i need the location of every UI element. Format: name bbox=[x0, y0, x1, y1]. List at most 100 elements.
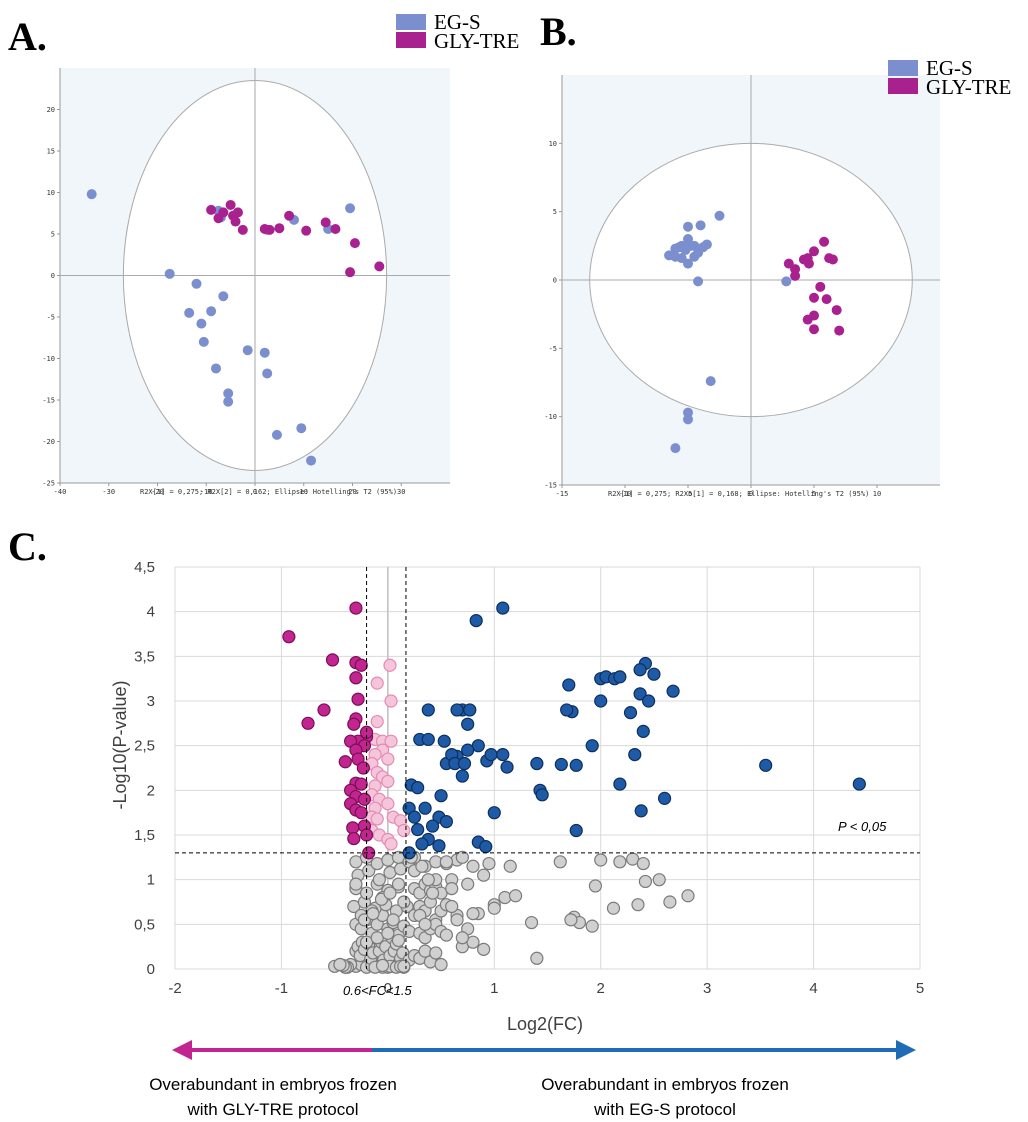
x-tick-label: 5 bbox=[916, 980, 924, 997]
below-fc-point bbox=[384, 694, 398, 708]
significant-up-point bbox=[852, 777, 866, 791]
not-significant-point bbox=[418, 944, 432, 958]
below-fc-point bbox=[381, 774, 395, 789]
arrow-left-head-icon bbox=[172, 1040, 192, 1060]
below-fc-point bbox=[370, 714, 384, 729]
not-significant-point bbox=[439, 855, 453, 869]
a-point-gly-tre bbox=[330, 224, 341, 235]
not-significant-point bbox=[461, 877, 475, 891]
significant-up-point bbox=[647, 667, 661, 681]
significant-up-point bbox=[535, 788, 549, 802]
significant-up-point bbox=[562, 678, 576, 692]
b-point-eg-s bbox=[693, 276, 704, 287]
significant-up-point bbox=[469, 613, 483, 628]
x-tick-label: 20 bbox=[348, 488, 356, 496]
a-point-gly-tre bbox=[301, 225, 312, 236]
b-point-gly-tre bbox=[831, 305, 842, 316]
a-point-gly-tre bbox=[274, 223, 285, 234]
panel-a-legend-swatch-glytre bbox=[396, 32, 426, 48]
significant-down-point bbox=[347, 717, 361, 731]
significant-up-point bbox=[455, 769, 469, 783]
below-fc-point bbox=[370, 676, 384, 690]
b-point-eg-s bbox=[683, 258, 693, 269]
y-tick-label: -5 bbox=[47, 314, 55, 322]
not-significant-point bbox=[349, 877, 363, 891]
not-significant-point bbox=[372, 873, 386, 887]
not-significant-point bbox=[466, 907, 480, 921]
significant-down-point bbox=[357, 792, 372, 806]
b-point-eg-s bbox=[693, 247, 704, 258]
a-point-eg-s bbox=[211, 363, 221, 374]
not-significant-point bbox=[487, 901, 501, 915]
a-point-eg-s bbox=[306, 455, 317, 466]
y-tick-label: 1,5 bbox=[134, 827, 155, 844]
significant-down-point bbox=[349, 671, 363, 685]
x-tick-label: 0 bbox=[253, 488, 257, 496]
significant-down-point bbox=[354, 658, 368, 672]
significant-up-point bbox=[421, 703, 435, 717]
significant-up-point bbox=[633, 687, 647, 701]
significant-up-point bbox=[461, 743, 475, 757]
a-point-eg-s bbox=[296, 423, 307, 434]
y-tick-label: 2 bbox=[147, 782, 155, 799]
a-point-gly-tre bbox=[349, 238, 360, 249]
a-point-gly-tre bbox=[225, 199, 236, 210]
x-tick-label: 3 bbox=[703, 980, 711, 997]
panel-a-letter: A. bbox=[8, 14, 47, 59]
b-point-gly-tre bbox=[790, 264, 801, 275]
x-tick-label: -10 bbox=[619, 490, 632, 498]
panel-c-y-axis-label: -Log10(P-value) bbox=[110, 680, 130, 809]
significant-up-point bbox=[623, 706, 638, 720]
x-tick-label: 10 bbox=[300, 488, 308, 496]
b-point-eg-s bbox=[670, 443, 681, 454]
a-point-eg-s bbox=[86, 189, 97, 200]
b-point-eg-s bbox=[781, 276, 792, 287]
a-point-eg-s bbox=[184, 307, 195, 318]
significant-down-point bbox=[351, 692, 365, 706]
x-tick-label: 1 bbox=[490, 980, 498, 997]
left-caption-line-2: with GLY-TRE protocol bbox=[186, 1100, 358, 1119]
x-tick-label: -1 bbox=[275, 980, 288, 997]
x-tick-label: 0 bbox=[384, 980, 392, 997]
significant-down-point bbox=[325, 653, 340, 667]
x-tick-label: -10 bbox=[200, 488, 213, 496]
not-significant-point bbox=[482, 856, 496, 871]
a-point-eg-s bbox=[259, 347, 270, 358]
significant-up-point bbox=[666, 684, 680, 698]
b-point-gly-tre bbox=[821, 294, 832, 305]
not-significant-point bbox=[530, 951, 544, 965]
panel-a-caption: R2X[1] = 0,275; R2X[2] = 0,162; Ellipse:… bbox=[140, 488, 397, 496]
below-fc-point bbox=[370, 812, 384, 826]
not-significant-point bbox=[455, 850, 469, 864]
not-significant-point bbox=[397, 895, 411, 909]
significant-up-point bbox=[554, 757, 568, 772]
b-point-eg-s bbox=[683, 221, 693, 232]
y-tick-label: 10 bbox=[549, 140, 557, 148]
a-point-eg-s bbox=[196, 318, 207, 329]
significant-down-point bbox=[282, 630, 296, 644]
b-point-eg-s bbox=[683, 407, 693, 418]
significant-up-point bbox=[569, 823, 583, 838]
a-point-gly-tre bbox=[237, 224, 248, 235]
below-fc-point bbox=[384, 837, 398, 851]
x-tick-label: -5 bbox=[684, 490, 692, 498]
b-point-gly-tre bbox=[809, 324, 819, 335]
x-tick-label: -30 bbox=[102, 488, 115, 496]
not-significant-point bbox=[391, 933, 406, 948]
panel-c-points bbox=[282, 601, 866, 974]
panel-c-x-axis-label: Log2(FC) bbox=[507, 1014, 583, 1034]
panel-b-caption: R2X[1] = 0,275; R2Xo[1] = 0,168; Ellipse… bbox=[608, 490, 869, 498]
a-point-gly-tre bbox=[345, 267, 356, 278]
y-tick-label: -25 bbox=[42, 480, 55, 488]
b-point-eg-s bbox=[683, 234, 693, 244]
significant-up-point bbox=[642, 694, 656, 708]
panel-b-legend-swatch-glytre bbox=[888, 78, 918, 94]
panel-a-points bbox=[86, 189, 385, 466]
not-significant-point bbox=[606, 901, 621, 915]
x-tick-label: -20 bbox=[151, 488, 164, 496]
a-point-gly-tre bbox=[218, 207, 229, 218]
not-significant-point bbox=[477, 868, 491, 882]
significant-up-point bbox=[450, 703, 464, 717]
x-tick-label: 4 bbox=[809, 980, 817, 997]
